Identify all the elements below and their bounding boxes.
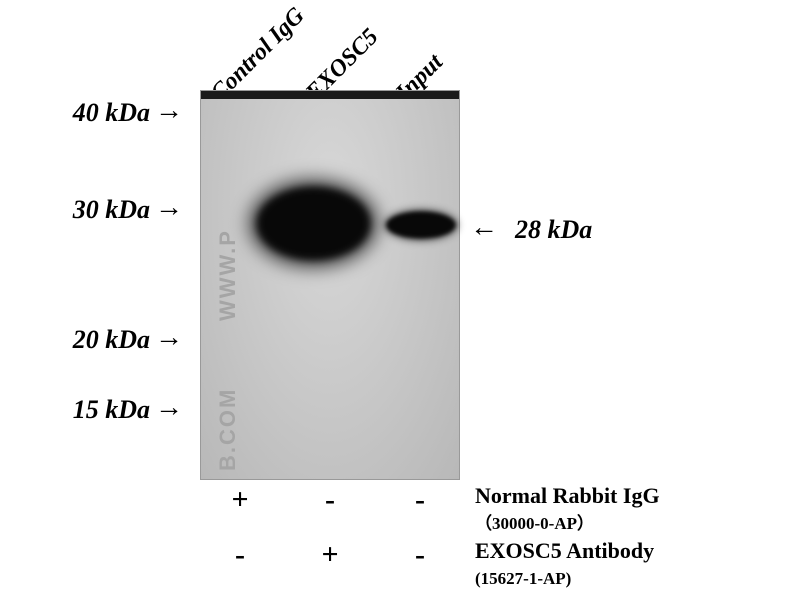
treatment-label-2: EXOSC5 Antibody (15627-1-AP) <box>475 538 654 590</box>
arrow-icon: → <box>155 392 183 424</box>
treatment-1-sub: （30000-0-AP） <box>475 514 594 533</box>
treatment-1-main: Normal Rabbit IgG <box>475 483 660 508</box>
mw-20: 20 kDa <box>30 325 150 355</box>
mark-r2-l1: - <box>225 538 255 572</box>
treatment-2-sub: (15627-1-AP) <box>475 569 571 588</box>
mw-40: 40 kDa <box>30 98 150 128</box>
mw-15: 15 kDa <box>30 395 150 425</box>
arrow-icon: → <box>155 95 183 127</box>
target-band-label: 28 kDa <box>515 215 592 245</box>
band-input-lane <box>386 211 456 239</box>
mark-r2-l3: - <box>405 538 435 572</box>
arrow-icon: ← <box>470 212 498 244</box>
watermark-lower: B.COM <box>215 388 241 471</box>
figure-container: Control IgG EXOSC5 Input WWW.P B.COM 40 … <box>0 0 800 600</box>
arrow-icon: → <box>155 322 183 354</box>
mark-r1-l1: + <box>225 483 255 517</box>
mark-r2-l2: + <box>315 538 345 572</box>
band-exosc5-lane <box>256 186 371 261</box>
mark-r1-l2: - <box>315 483 345 517</box>
arrow-icon: → <box>155 192 183 224</box>
watermark-upper: WWW.P <box>215 229 241 321</box>
treatment-label-1: Normal Rabbit IgG （30000-0-AP） <box>475 483 660 535</box>
mw-30: 30 kDa <box>30 195 150 225</box>
mark-r1-l3: - <box>405 483 435 517</box>
blot-top-edge <box>201 91 459 99</box>
treatment-2-main: EXOSC5 Antibody <box>475 538 654 563</box>
blot-membrane: WWW.P B.COM <box>200 90 460 480</box>
